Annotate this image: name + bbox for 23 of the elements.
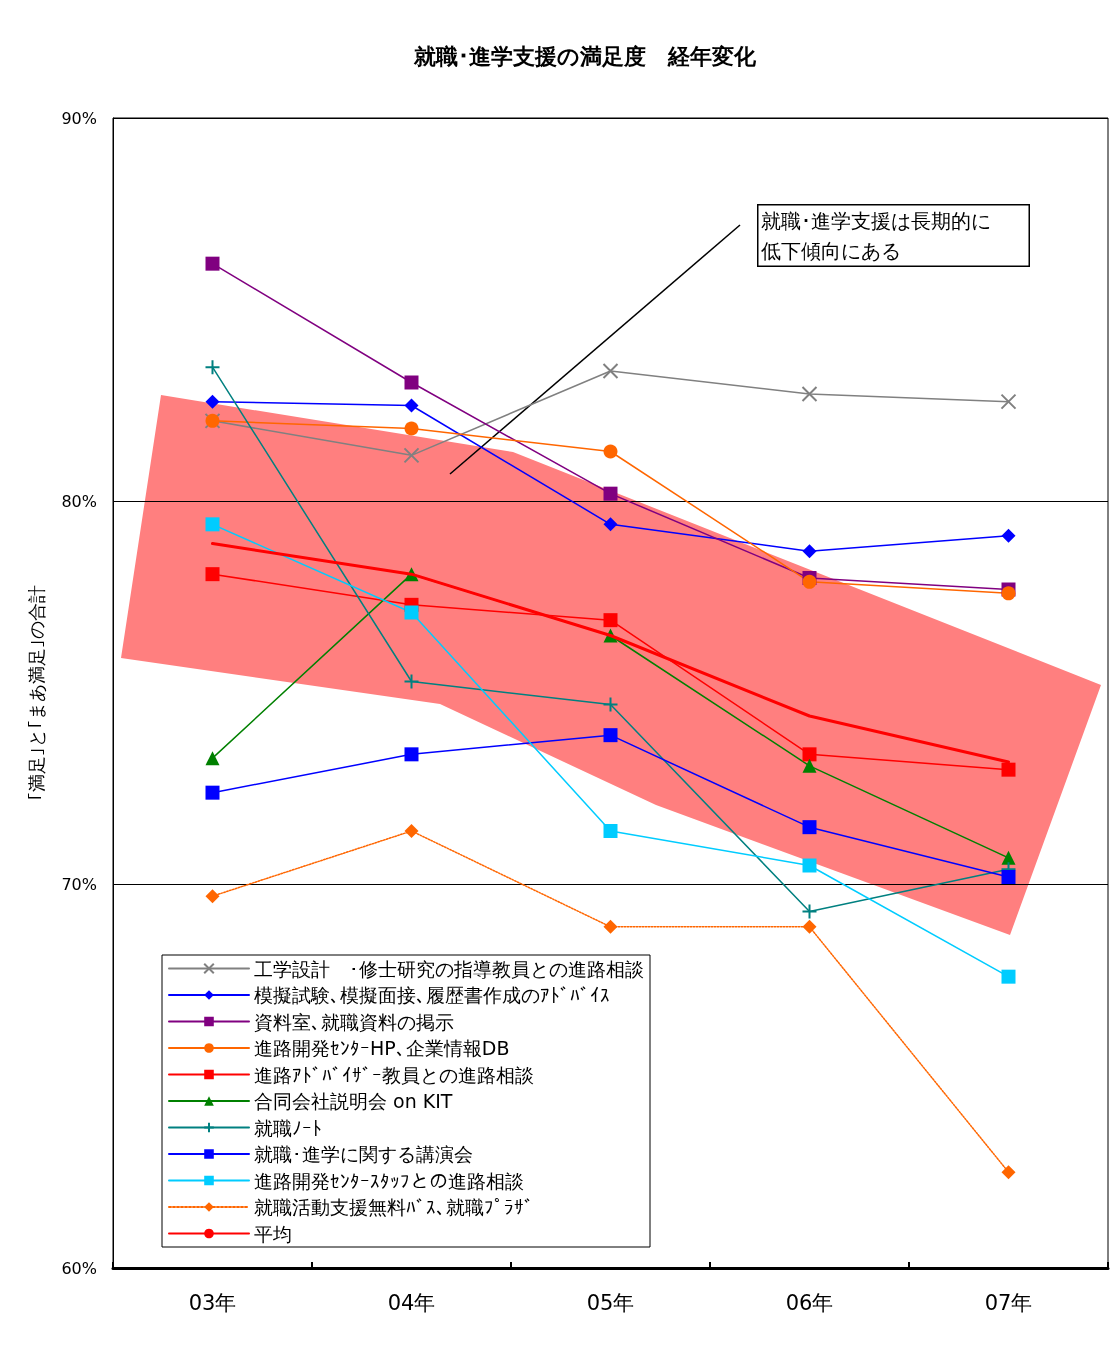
legend-label: 進路開発ｾﾝﾀｰｽﾀｯﾌとの進路相談	[254, 1169, 524, 1192]
legend-label: 進路開発ｾﾝﾀｰHP､企業情報DB	[254, 1037, 510, 1059]
chart-title: 就職･進学支援の満足度 経年変化	[413, 43, 757, 69]
legend-label: 平均	[254, 1222, 292, 1245]
legend-label: 就職･進学に関する講演会	[254, 1143, 473, 1165]
legend-label: 工学設計 ･修士研究の指導教員との進路相談	[254, 957, 644, 980]
legend-label: 資料室､就職資料の掲示	[254, 1010, 454, 1033]
y-tick-label: 60%	[61, 1258, 97, 1278]
x-tick-label: 06年	[785, 1290, 834, 1315]
x-tick-label: 04年	[387, 1290, 436, 1315]
y-axis-title: ｢満足｣と｢まあ満足｣の合計	[25, 585, 47, 801]
annotation: 就職･進学支援は長期的に低下傾向にある	[760, 208, 991, 263]
legend-label: 就職活動支援無料ﾊﾞｽ､就職ﾌﾟﾗｻﾞ	[254, 1196, 534, 1218]
y-tick-label: 80%	[61, 491, 97, 511]
x-tick-label: 03年	[188, 1290, 237, 1315]
x-tick-label: 05年	[586, 1290, 635, 1315]
y-tick-label: 70%	[61, 875, 97, 895]
legend-label: 就職ﾉｰﾄ	[254, 1116, 322, 1139]
legend-label: 進路ｱﾄﾞﾊﾞｲｻﾞｰ教員との進路相談	[254, 1063, 534, 1086]
y-tick-label: 90%	[61, 108, 97, 128]
legend-label: 模擬試験､模擬面接､履歴書作成のｱﾄﾞﾊﾞｲｽ	[254, 984, 610, 1006]
x-tick-label: 07年	[984, 1290, 1033, 1315]
legend-label: 合同会社説明会 on KIT	[254, 1090, 453, 1112]
